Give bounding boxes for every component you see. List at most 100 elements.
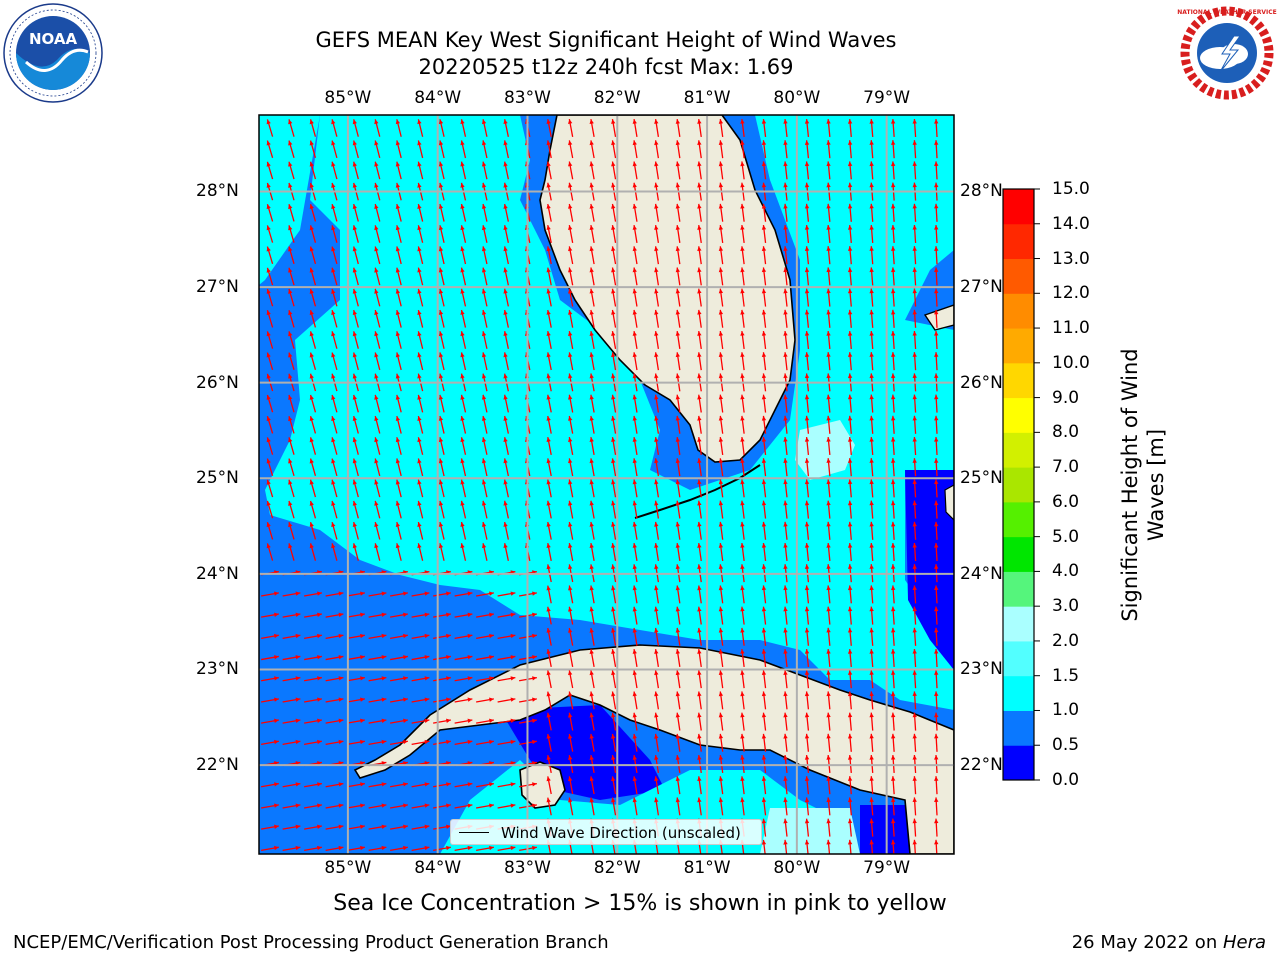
wave-direction-arrow <box>546 288 552 307</box>
wave-direction-arrow <box>869 394 874 413</box>
wave-direction-arrow <box>740 542 745 562</box>
wave-direction-arrow <box>411 633 430 640</box>
wave-direction-arrow <box>481 267 488 286</box>
wave-direction-arrow <box>374 352 381 371</box>
wave-direction-arrow <box>282 612 301 618</box>
footer-branch: NCEP/EMC/Verification Post Processing Pr… <box>13 932 609 953</box>
wave-direction-arrow <box>847 670 853 689</box>
wave-direction-arrow <box>347 655 365 661</box>
wave-direction-arrow <box>476 612 494 618</box>
wave-direction-arrow <box>460 437 467 455</box>
wave-direction-arrow <box>411 591 430 597</box>
wave-direction-arrow <box>611 585 617 604</box>
wave-direction-arrow <box>568 394 574 413</box>
wave-direction-arrow <box>368 655 387 661</box>
wave-direction-arrow <box>611 776 617 795</box>
wave-direction-arrow <box>568 606 574 625</box>
wave-direction-arrow <box>783 118 788 138</box>
wave-direction-arrow <box>497 739 516 746</box>
lat-label-right: 24°N <box>960 563 1003 584</box>
wave-direction-arrow <box>697 542 702 562</box>
wave-direction-arrow <box>697 691 702 710</box>
colorbar-bin <box>1003 571 1034 607</box>
wave-direction-arrow <box>390 803 408 809</box>
wave-direction-arrow <box>368 824 387 830</box>
isla-juventud <box>519 761 566 809</box>
wave-direction-arrow <box>568 458 574 477</box>
wave-direction-arrow <box>611 331 617 349</box>
wave-direction-arrow <box>847 627 853 646</box>
wave-direction-arrow <box>460 119 467 137</box>
wave-direction-arrow <box>783 606 788 625</box>
wave-direction-arrow <box>675 521 681 540</box>
wave-direction-arrow <box>740 670 745 689</box>
map-frame <box>258 114 955 855</box>
florida-land <box>539 115 796 463</box>
wave-direction-arrow <box>352 500 359 519</box>
wave-direction-arrow <box>847 203 853 222</box>
wave-direction-arrow <box>934 627 939 646</box>
wave-direction-arrow <box>546 776 552 795</box>
wave-direction-arrow <box>589 521 595 540</box>
wave-direction-arrow <box>740 754 745 774</box>
map-subtitle: 20220525 t12z 240h fcst Max: 1.69 <box>418 55 794 79</box>
wave-direction-arrow <box>261 697 279 703</box>
wave-field-deep-east <box>905 470 954 670</box>
wave-direction-arrow <box>804 330 810 350</box>
wave-direction-arrow <box>589 415 595 434</box>
wave-direction-arrow <box>503 437 509 455</box>
wave-direction-arrow <box>847 224 853 244</box>
wave-direction-arrow <box>546 352 552 371</box>
wave-direction-arrow <box>869 140 874 159</box>
wave-direction-arrow <box>352 521 359 540</box>
wave-direction-arrow <box>826 670 831 689</box>
wave-direction-arrow <box>697 224 702 244</box>
wave-direction-arrow <box>740 712 745 731</box>
wave-direction-arrow <box>654 606 660 625</box>
wave-direction-arrow <box>761 733 767 752</box>
wave-direction-arrow <box>740 585 745 604</box>
wave-direction-arrow <box>718 521 724 540</box>
wave-direction-arrow <box>934 161 939 180</box>
wave-direction-arrow <box>568 755 574 773</box>
lon-label-bottom: 84°W <box>414 858 462 878</box>
wave-direction-arrow <box>611 437 617 455</box>
wave-direction-arrow <box>783 288 788 307</box>
sea-ice-note: Sea Ice Concentration > 15% is shown in … <box>333 891 947 916</box>
wave-direction-arrow <box>847 330 853 350</box>
wave-direction-arrow <box>352 352 359 371</box>
wave-direction-arrow <box>654 203 660 222</box>
wave-direction-arrow <box>891 288 896 307</box>
wave-direction-arrow <box>589 352 595 371</box>
wave-direction-arrow <box>761 542 767 562</box>
wave-direction-arrow <box>347 739 365 746</box>
wave-direction-arrow <box>433 697 451 703</box>
wave-direction-arrow <box>390 655 408 661</box>
wave-direction-arrow <box>869 670 874 689</box>
wave-direction-arrow <box>718 648 724 668</box>
wave-direction-arrow <box>454 612 473 618</box>
wave-direction-arrow <box>675 119 681 137</box>
wave-direction-arrow <box>476 739 494 746</box>
lon-label-top: 81°W <box>683 88 731 108</box>
wave-direction-arrow <box>804 246 810 265</box>
wave-direction-arrow <box>261 782 279 788</box>
wave-direction-arrow <box>632 140 638 159</box>
wave-direction-arrow <box>869 691 874 710</box>
wave-direction-arrow <box>481 140 488 159</box>
wave-direction-arrow <box>934 754 939 774</box>
wave-direction-arrow <box>282 739 301 746</box>
wave-direction-arrow <box>869 118 874 138</box>
wave-direction-arrow <box>804 436 810 456</box>
wave-direction-arrow <box>417 500 424 519</box>
wave-direction-arrow <box>891 818 896 837</box>
wave-direction-arrow <box>460 246 467 265</box>
wave-direction-arrow <box>589 309 595 328</box>
wave-direction-arrow <box>497 718 516 724</box>
colorbar-bin <box>1003 640 1034 677</box>
wave-direction-arrow <box>654 649 660 667</box>
wave-direction-arrow <box>847 479 853 498</box>
wave-direction-arrow <box>417 161 424 180</box>
wave-direction-arrow <box>740 288 745 307</box>
wave-direction-arrow <box>325 591 344 597</box>
